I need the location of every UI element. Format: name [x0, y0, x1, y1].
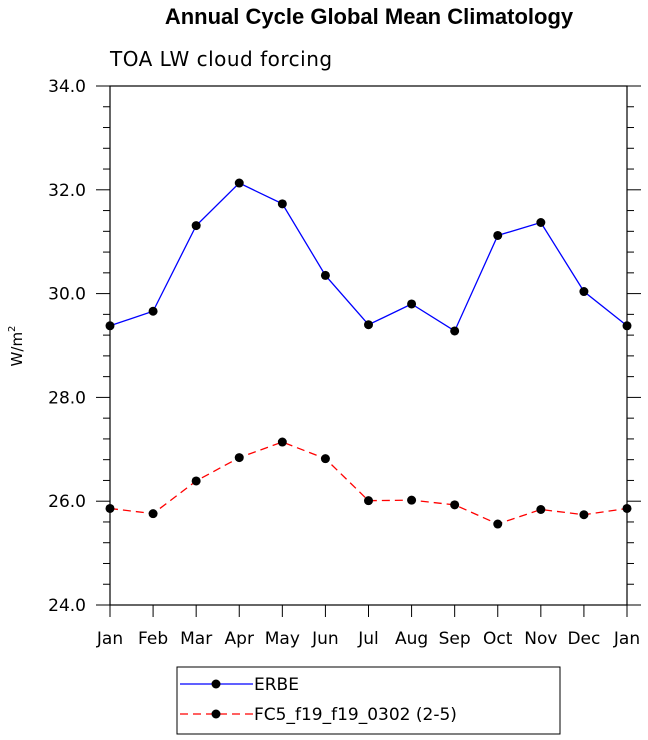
data-point-series-2: [105, 503, 115, 513]
x-tick-label: Oct: [483, 629, 513, 649]
x-tick-label: Feb: [138, 629, 168, 649]
y-tick-label: 30.0: [48, 285, 86, 305]
legend-box: [176, 666, 561, 735]
data-point-series-2: [364, 496, 373, 506]
data-point-series-1: [493, 230, 503, 240]
legend: ERBE FC5_f19_f19_0302 (2-5): [176, 666, 561, 735]
x-tick-label: Jun: [311, 629, 339, 649]
axes: 24.0 26.0 28.0 30.0 32.0 34.0 Jan Feb Mar Apr May J…: [48, 77, 641, 649]
data-point-series-2: [277, 437, 287, 447]
series-line-2: [109, 441, 628, 525]
x-tick-label: May: [265, 629, 300, 649]
x-tick-label: Jan: [96, 629, 123, 649]
data-point-series-1: [450, 326, 460, 336]
chart-title: Annual Cycle Global Mean Climatology: [165, 4, 574, 29]
data-point-series-2: [536, 505, 546, 515]
data-point-series-2: [493, 519, 503, 529]
data-point-series-2: [148, 509, 158, 519]
x-tick-label: Nov: [524, 629, 557, 649]
plot-frame: [109, 85, 628, 606]
data-point-series-2: [622, 503, 632, 513]
y-axis-label: W/m2: [7, 326, 26, 367]
x-tick-label: Mar: [180, 629, 212, 649]
data-point-series-2: [320, 454, 330, 464]
chart-subtitle: TOA LW cloud forcing: [109, 47, 333, 71]
data-point-series-1: [536, 217, 546, 227]
data-point-series-2: [450, 500, 460, 510]
legend-marker-1: [211, 679, 221, 689]
data-point-series-1: [407, 299, 417, 309]
data-point-series-1: [579, 287, 589, 297]
legend-label-1: ERBE: [254, 675, 299, 695]
data-point-series-1: [622, 321, 632, 331]
data-point-series-2: [407, 495, 417, 505]
x-tick-label: Apr: [225, 629, 254, 649]
series-layer: [105, 178, 632, 529]
legend-label-2: FC5_f19_f19_0302 (2-5): [254, 705, 457, 725]
x-tick-label: Jul: [357, 629, 379, 649]
data-point-series-1: [148, 306, 158, 316]
x-tick-label: Jan: [613, 629, 640, 649]
x-tick-label: Aug: [395, 629, 428, 649]
data-point-series-1: [234, 178, 244, 188]
x-tick-label: Sep: [439, 629, 471, 649]
data-point-series-1: [277, 199, 287, 209]
data-point-series-1: [364, 320, 373, 330]
data-point-series-2: [191, 476, 201, 486]
y-tick-label: 28.0: [48, 388, 86, 408]
y-tick-label: 26.0: [48, 492, 86, 512]
data-point-series-1: [105, 321, 115, 331]
y-axis-label-superscript: 2: [7, 326, 18, 332]
y-tick-label: 32.0: [48, 181, 86, 201]
legend-marker-2: [211, 709, 221, 719]
series-line-1: [109, 182, 628, 332]
y-tick-label: 24.0: [48, 596, 86, 616]
data-point-series-1: [320, 270, 330, 280]
data-point-series-1: [191, 221, 201, 231]
y-tick-label: 34.0: [48, 77, 86, 97]
y-axis-label-text: W/m: [8, 332, 26, 367]
data-point-series-2: [234, 453, 244, 463]
data-point-series-2: [579, 510, 589, 520]
x-tick-label: Dec: [567, 629, 600, 649]
